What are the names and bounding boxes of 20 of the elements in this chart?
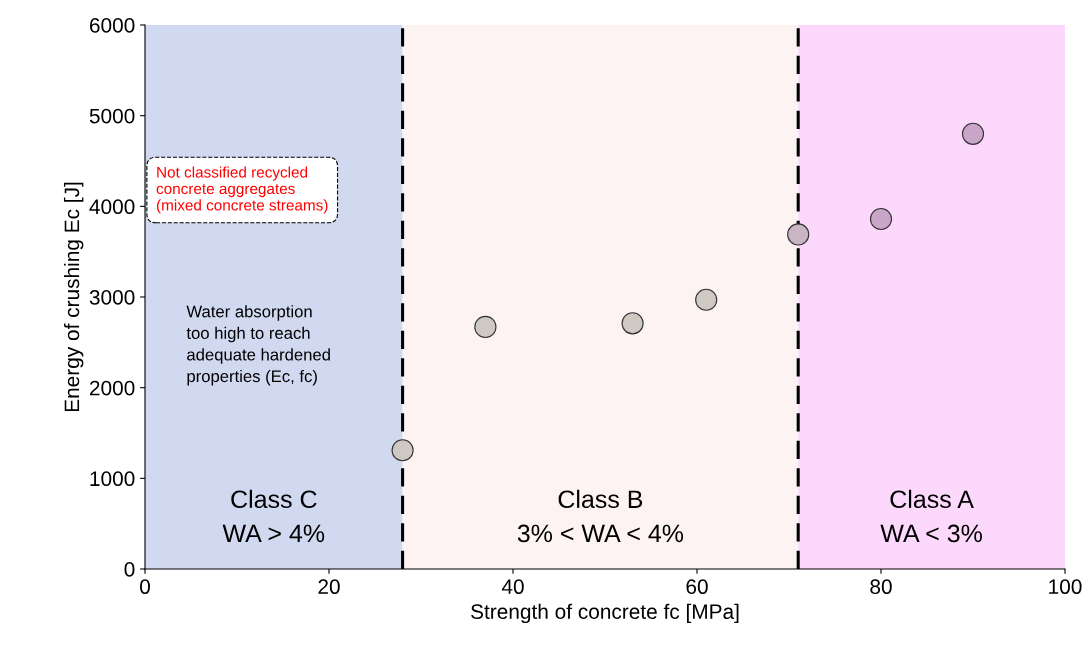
y-tick-label: 0 xyxy=(124,562,135,577)
x-tick-label: 100 xyxy=(1049,579,1082,595)
x-axis-title: Strength of concrete fc [MPa] xyxy=(471,603,739,624)
y-tick-label: 4000 xyxy=(89,199,135,215)
y-tick-label: 5000 xyxy=(89,108,135,124)
y-tick-label: 1000 xyxy=(90,471,135,487)
annotation: Water absorption too high to reach adequate hardened properties (Ec, fc) xyxy=(186,305,330,386)
band-label: Class A WA < 3% xyxy=(880,489,982,543)
y-tick-label: 3000 xyxy=(89,290,135,305)
y-tick-label: 2000 xyxy=(89,380,135,396)
x-tick-label: 60 xyxy=(686,579,708,595)
y-axis-title: Energy of crushing Ec [J] xyxy=(63,182,84,412)
x-tick-label: 40 xyxy=(501,579,524,595)
x-tick-label: 0 xyxy=(140,579,150,595)
x-tick-label: 80 xyxy=(870,579,892,595)
band-label: Class B 3% < WA < 4% xyxy=(517,489,684,543)
band-label: Class C WA > 4% xyxy=(222,489,325,543)
y-tick-label: 6000 xyxy=(89,18,135,33)
annotation: Not classified recycled concrete aggregates (mixed concrete streams) xyxy=(156,166,328,214)
x-tick-label: 20 xyxy=(318,579,340,595)
